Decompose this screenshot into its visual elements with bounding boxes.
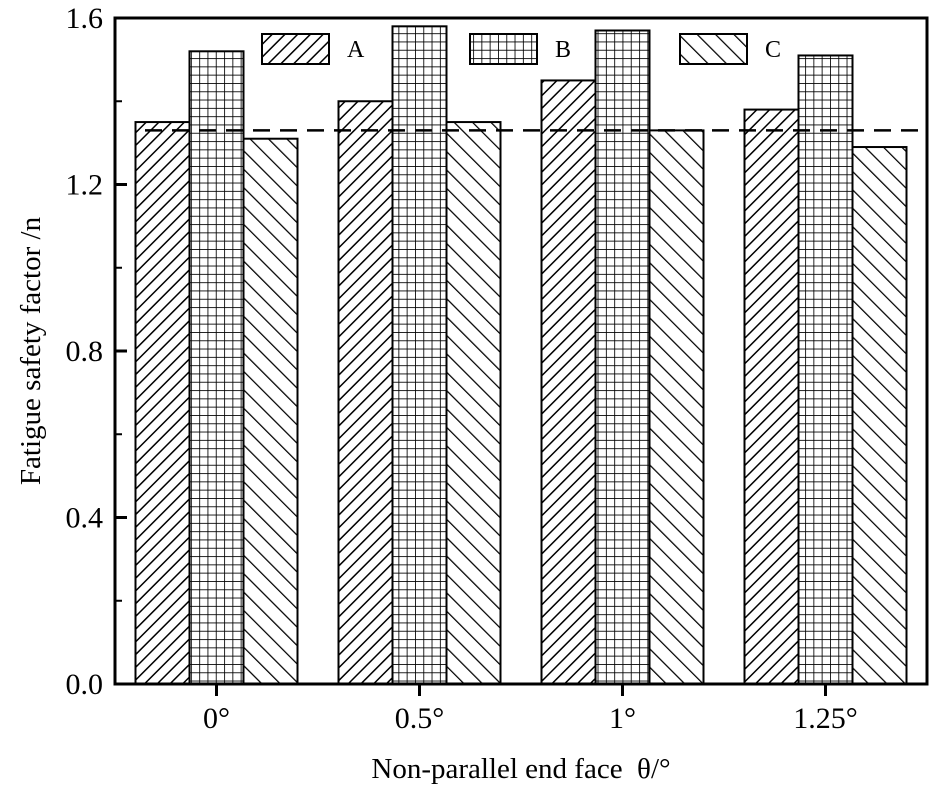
bar-a-2 <box>540 79 597 685</box>
y-axis-title: Fatigue safety factor /n <box>15 216 47 485</box>
legend-label-c: C <box>765 37 781 63</box>
x-axis-title: Non-parallel end face θ/° <box>371 753 670 785</box>
bar-a-3 <box>743 108 800 685</box>
legend: A B C <box>261 33 781 65</box>
y-tick-label: 1.2 <box>66 169 104 202</box>
bar-b-2 <box>594 29 651 686</box>
bar-a-0 <box>134 121 191 685</box>
bars-layer <box>134 25 908 686</box>
x-axis: 0° 0.5° 1° 1.25° <box>203 684 858 735</box>
bar-c-2 <box>648 129 705 685</box>
y-tick-label: 0.0 <box>66 668 104 701</box>
x-tick-label: 1° <box>609 702 636 735</box>
bar-a-1 <box>337 100 394 685</box>
bar-b-1 <box>391 25 448 685</box>
legend-swatch-a <box>261 33 330 65</box>
bar-c-1 <box>445 121 502 685</box>
y-tick-label: 0.4 <box>66 502 104 535</box>
y-tick-label: 1.6 <box>66 2 104 35</box>
y-tick-label: 0.8 <box>66 335 104 368</box>
bar-b-0 <box>188 50 245 686</box>
bar-c-0 <box>242 137 299 685</box>
y-axis: 0.0 0.4 0.8 1.2 1.6 <box>66 2 127 701</box>
x-tick-label: 0° <box>203 702 230 735</box>
bar-c-3 <box>851 146 908 686</box>
legend-label-a: A <box>347 37 365 63</box>
x-tick-label: 1.25° <box>793 702 858 735</box>
x-tick-label: 0.5° <box>395 702 445 735</box>
legend-label-b: B <box>555 37 571 63</box>
legend-swatch-b <box>469 33 538 65</box>
bar-b-3 <box>797 54 854 685</box>
legend-swatch-c <box>679 33 748 65</box>
